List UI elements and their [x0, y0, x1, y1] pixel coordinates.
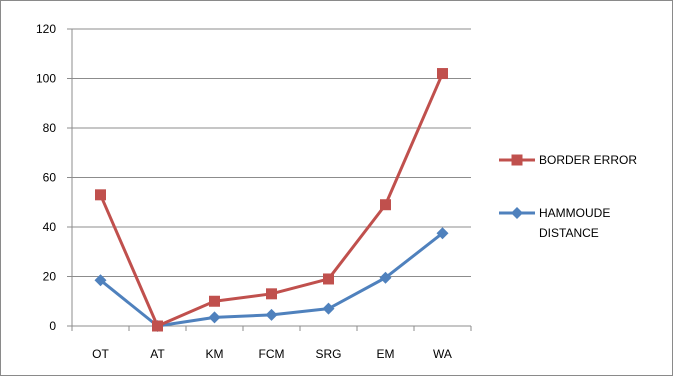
gridlines: [67, 28, 472, 331]
x-tick-label-at: AT: [150, 347, 165, 361]
y-tick-label-40: 40: [43, 220, 57, 234]
data-point-border-error-ot: [95, 189, 106, 201]
series-border-error: [95, 68, 448, 332]
x-tick-label-ot: OT: [92, 347, 109, 361]
x-tick-label-em: EM: [377, 347, 395, 361]
data-point-hammoude-distance-fcm: [265, 308, 278, 321]
data-point-border-error-at: [152, 320, 163, 332]
data-point-hammoude-distance-ot: [94, 274, 107, 287]
data-point-hammoude-distance-em: [379, 271, 392, 284]
legend: BORDER ERROR HAMMOUDE DISTANCE: [499, 153, 637, 240]
data-point-border-error-fcm: [266, 288, 277, 300]
legend-marker-border-error: [511, 154, 523, 166]
series-line-border-error: [99, 72, 444, 328]
data-point-hammoude-distance-wa: [436, 227, 449, 240]
y-tick-label-0: 0: [49, 319, 56, 333]
y-tick-label-120: 120: [36, 22, 56, 36]
x-tick-label-srg: SRG: [315, 347, 341, 361]
y-axis-tick-labels: 0 20 40 60 80 100 120: [36, 22, 56, 333]
data-point-hammoude-distance-srg: [322, 302, 335, 315]
legend-item-hammoude-distance: HAMMOUDE DISTANCE: [499, 206, 610, 240]
x-tick-label-km: KM: [206, 347, 224, 361]
y-tick-label-60: 60: [43, 171, 57, 185]
data-point-border-error-km: [209, 295, 220, 307]
y-tick-label-20: 20: [43, 270, 57, 284]
x-axis-tick-labels: OT AT KM FCM SRG EM WA: [92, 347, 452, 361]
x-tick-label-fcm: FCM: [259, 347, 285, 361]
data-point-border-error-em: [380, 199, 391, 211]
legend-label-border-error: BORDER ERROR: [539, 153, 637, 167]
x-tick-label-wa: WA: [433, 347, 452, 361]
legend-marker-hammoude-distance: [511, 207, 523, 219]
data-point-border-error-wa: [437, 68, 448, 80]
legend-item-border-error: BORDER ERROR: [499, 153, 637, 167]
data-point-hammoude-distance-km: [208, 311, 221, 324]
series-group: [94, 68, 449, 332]
data-point-border-error-srg: [323, 273, 334, 285]
legend-label-hammoude-distance: HAMMOUDE DISTANCE: [539, 206, 610, 240]
y-tick-label-100: 100: [36, 72, 56, 86]
series-hammoude-distance: [94, 227, 449, 332]
y-tick-label-80: 80: [43, 121, 57, 135]
